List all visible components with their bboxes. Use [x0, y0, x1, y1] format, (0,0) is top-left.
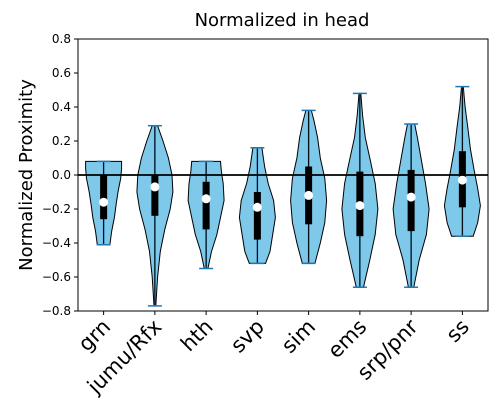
violin-median-point — [201, 194, 211, 204]
y-tick-label: −0.4 — [42, 236, 71, 250]
violin-iqr-box — [151, 175, 159, 216]
violin-median-point — [355, 201, 365, 211]
y-tick-label: 0.0 — [52, 168, 71, 182]
violin-median-point — [457, 175, 467, 185]
violin-median-point — [304, 190, 314, 200]
y-tick-label: −0.6 — [42, 270, 71, 284]
violin-iqr-box — [202, 181, 210, 230]
y-axis-label: Normalized Proximity — [16, 79, 37, 271]
violin-median-point — [150, 182, 160, 192]
violin-median-point — [99, 197, 109, 207]
violin-iqr-box — [100, 175, 108, 220]
chart-title: Normalized in head — [195, 10, 370, 31]
y-tick-label: −0.8 — [42, 304, 71, 318]
y-tick-label: 0.2 — [52, 134, 71, 148]
violin-median-point — [406, 192, 416, 202]
y-tick-label: −0.2 — [42, 202, 71, 216]
violin-iqr-box — [253, 192, 261, 240]
y-tick-label: 0.6 — [52, 66, 71, 80]
violin-median-point — [252, 202, 262, 212]
y-tick-label: 0.4 — [52, 100, 71, 114]
y-tick-label: 0.8 — [52, 32, 71, 46]
